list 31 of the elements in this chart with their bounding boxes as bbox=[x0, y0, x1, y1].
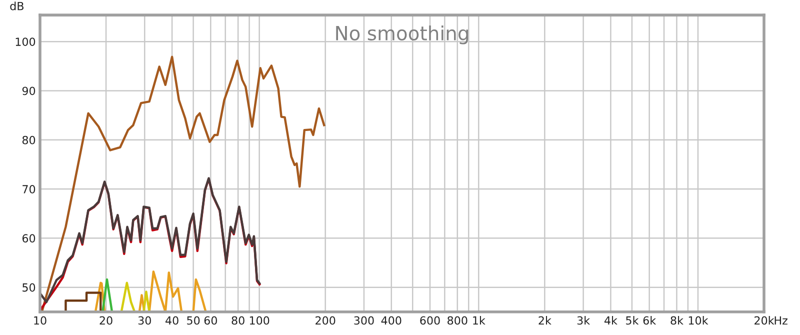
x-tick-label: 30 bbox=[138, 316, 151, 325]
text: No smoothing bbox=[336, 25, 468, 44]
x-tick-label: 600 bbox=[420, 316, 440, 325]
y-tick-label: 70 bbox=[22, 185, 36, 194]
x-tick-label: 6k bbox=[643, 316, 656, 325]
y-tick-label: 80 bbox=[22, 136, 36, 144]
x-tick-label: 1k bbox=[473, 316, 486, 324]
x-tick-label: 40 bbox=[166, 316, 178, 325]
x-tick-label: 3k bbox=[577, 316, 590, 325]
x-tick-label: 10 bbox=[34, 316, 46, 325]
x-tick-label: 800 bbox=[448, 316, 468, 325]
y-tick-label: 100 bbox=[16, 38, 36, 46]
x-tick-label: 100 bbox=[250, 316, 270, 325]
x-axis-title: Hz bbox=[774, 316, 788, 324]
x-tick-label: 20 bbox=[100, 316, 112, 325]
y-tick-label: 90 bbox=[22, 86, 36, 96]
x-tick-label: 300 bbox=[354, 316, 374, 325]
x-tick-label: 2k bbox=[538, 316, 552, 324]
x-tick-label: 4k bbox=[604, 316, 618, 324]
x-tick-label: 10k bbox=[688, 316, 708, 325]
x-tick-label: 60 bbox=[204, 316, 217, 325]
y-tick-label: 60 bbox=[22, 234, 36, 243]
x-tick-label: 400 bbox=[381, 316, 402, 325]
x-tick-label: 8k bbox=[670, 316, 684, 325]
x-tick-label: 20k bbox=[754, 316, 774, 325]
y-tick-label: 50 bbox=[22, 283, 36, 292]
x-tick-label: 50 bbox=[187, 316, 200, 325]
x-tick-label: 80 bbox=[232, 316, 244, 325]
x-tick-label: 5k bbox=[626, 316, 639, 325]
x-tick-label: 200 bbox=[316, 316, 336, 325]
y-axis-title: dB bbox=[10, 2, 24, 10]
